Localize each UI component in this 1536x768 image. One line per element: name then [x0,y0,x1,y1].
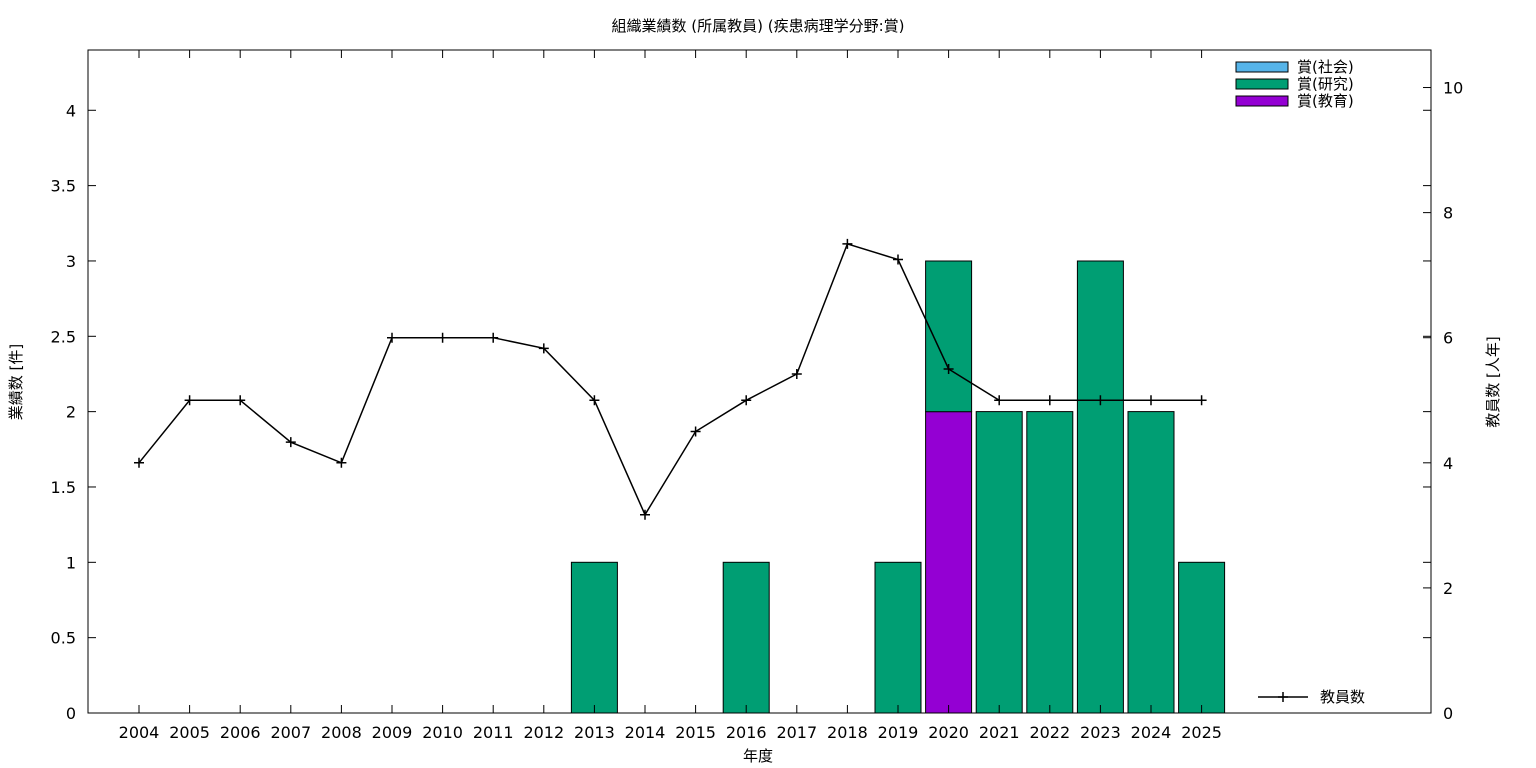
legend-bars: 賞(社会)賞(研究)賞(教育) [1235,58,1354,110]
bar-2013-賞(研究) [570,561,618,714]
line-point-2023 [1095,395,1106,406]
y2-tick-label: 10 [1443,79,1463,98]
x-axis-label: 年度 [743,747,773,765]
legend-label-賞(研究): 賞(研究) [1297,75,1354,93]
line-point-2022 [1044,395,1055,406]
x-tick-label: 2020 [928,723,969,742]
line-point-2014 [640,509,650,520]
bars-layer [570,260,1226,714]
y2-tick-label: 4 [1443,454,1453,473]
x-tick-label: 2010 [422,723,463,742]
y-axis-label: 業績数 [件] [7,344,25,420]
line-layer [134,238,1207,520]
line-point-2018 [842,238,853,249]
x-tick-label: 2015 [675,723,716,742]
x-tick-label: 2013 [574,723,615,742]
legend-label-賞(社会): 賞(社会) [1297,58,1354,76]
y-axis-left: 0 0.5 1 1.5 2 2.5 3 3.5 4 [51,101,1431,723]
y-tick-label: 1.5 [51,478,76,497]
line-point-2024 [1146,395,1156,406]
bar-2019-賞(研究) [874,561,922,714]
x-tick-label: 2023 [1080,723,1121,742]
x-tick-label: 2018 [827,723,868,742]
y-tick-label: 3 [66,252,76,271]
line-point-2015 [690,426,701,437]
y-tick-label: 4 [66,101,76,120]
legend-line: 教員数 [1258,688,1365,706]
x-tick-label: 2007 [270,723,311,742]
y2-tick-label: 0 [1443,704,1453,723]
y-tick-label: 0.5 [51,629,76,648]
x-tick-label: 2014 [625,723,666,742]
y-tick-label: 2 [66,403,76,422]
bar-2021-賞(研究) [975,411,1023,714]
line-point-2011 [488,332,499,343]
line-point-2021 [994,395,1005,406]
bar-2023-賞(研究) [1076,260,1124,714]
bar-2020-賞(研究) [925,260,973,413]
line-point-2019 [893,254,903,265]
legend-swatch-賞(研究) [1235,78,1289,90]
x-tick-label: 2009 [372,723,413,742]
y2-tick-label: 2 [1443,579,1453,598]
y-tick-label: 1 [66,553,76,572]
bar-2024-賞(研究) [1127,411,1175,714]
plot-frame [87,49,1432,714]
line-point-2020 [943,363,954,374]
x-tick-label: 2004 [119,723,160,742]
line-point-2013 [589,395,600,406]
y2-tick-label: 8 [1443,204,1453,223]
line-point-2006 [235,395,246,406]
x-axis: 2004 2005 2006 2007 2008 2009 2010 2011 2012 2013… [119,50,1222,742]
y-tick-label: 0 [66,704,76,723]
x-tick-label: 2011 [473,723,514,742]
line-point-2010 [437,332,448,343]
y2-tick-label: 6 [1443,329,1453,348]
y-axis-right: 0 2 4 6 8 10 [1423,79,1463,723]
chart-title: 組織業績数 (所属教員) (疾患病理学分野:賞) [612,17,905,35]
x-tick-label: 2024 [1131,723,1172,742]
line-point-2004 [134,457,144,468]
x-tick-label: 2025 [1181,723,1222,742]
bar-2025-賞(研究) [1178,561,1226,714]
x-tick-label: 2021 [979,723,1020,742]
x-tick-label: 2012 [523,723,564,742]
legend-line-marker [1278,692,1288,702]
legend-swatch-賞(社会) [1235,61,1289,73]
legend-swatch-賞(教育) [1235,95,1289,107]
legend-label-賞(教育): 賞(教育) [1297,92,1354,110]
x-tick-label: 2019 [878,723,919,742]
line-point-2009 [387,332,397,343]
bar-2020-賞(教育) [925,411,973,714]
line-point-2016 [741,395,752,406]
y2-axis-label: 教員数 [人年] [1484,336,1502,427]
legend-label-教員数: 教員数 [1320,688,1365,706]
x-tick-label: 2016 [726,723,767,742]
x-tick-label: 2017 [776,723,817,742]
line-point-2025 [1196,395,1207,406]
y-tick-label: 2.5 [51,327,76,346]
line-point-2007 [285,437,296,448]
line-series-教員数 [138,242,1202,517]
bar-2016-賞(研究) [722,561,770,714]
x-tick-label: 2022 [1029,723,1070,742]
bar-2022-賞(研究) [1026,411,1074,714]
y-tick-label: 3.5 [51,177,76,196]
line-point-2005 [184,395,195,406]
x-tick-label: 2008 [321,723,362,742]
x-tick-label: 2005 [169,723,210,742]
line-point-2008 [336,457,347,468]
x-tick-label: 2006 [220,723,261,742]
line-point-2012 [538,343,549,354]
line-point-2017 [791,368,802,379]
